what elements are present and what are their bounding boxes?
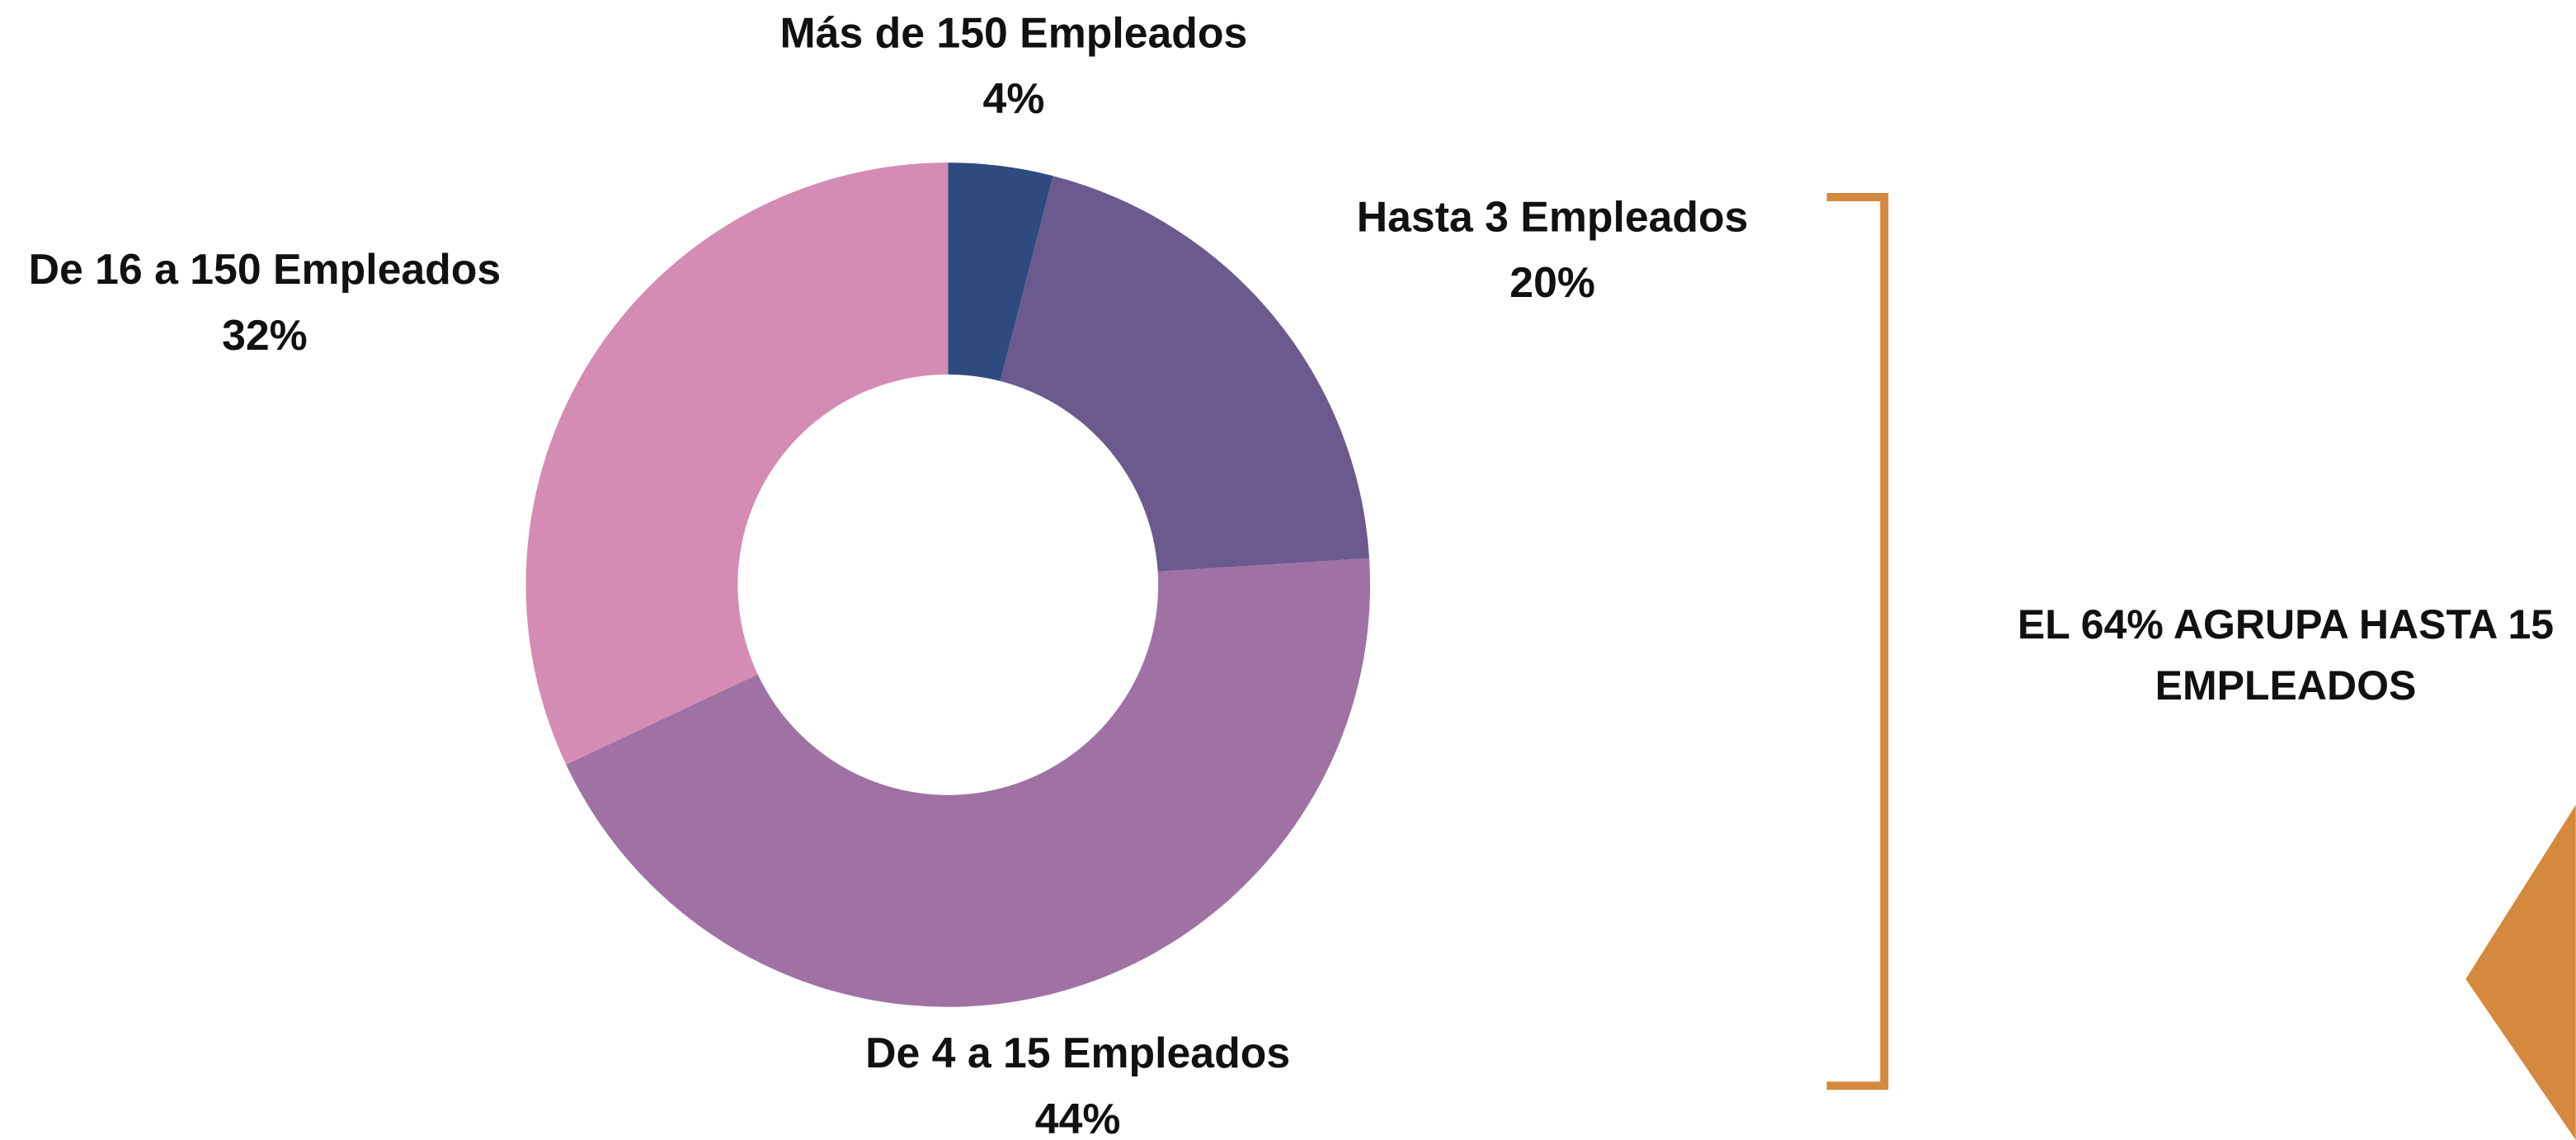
donut-slice: [525, 163, 949, 765]
value-label: 4%: [983, 74, 1045, 122]
annotation: EL 64% AGRUPA HASTA 15 EMPLEADOS: [2017, 601, 2555, 709]
category-label: Hasta 3 Empleados: [1357, 193, 1749, 241]
category-label: De 4 a 15 Empleados: [865, 1029, 1290, 1076]
decoration: [2465, 804, 2576, 1140]
donut-slice: [948, 163, 1053, 382]
donut-slice: [1000, 176, 1370, 572]
value-label: 44%: [1035, 1095, 1121, 1140]
value-label: 32%: [222, 311, 308, 359]
value-label: 20%: [1509, 258, 1595, 306]
category-label: Más de 150 Empleados: [780, 8, 1248, 56]
category-label: De 16 a 150 Empleados: [29, 245, 502, 293]
donut-slice: [566, 558, 1371, 1007]
bracket: [1826, 192, 1889, 1091]
